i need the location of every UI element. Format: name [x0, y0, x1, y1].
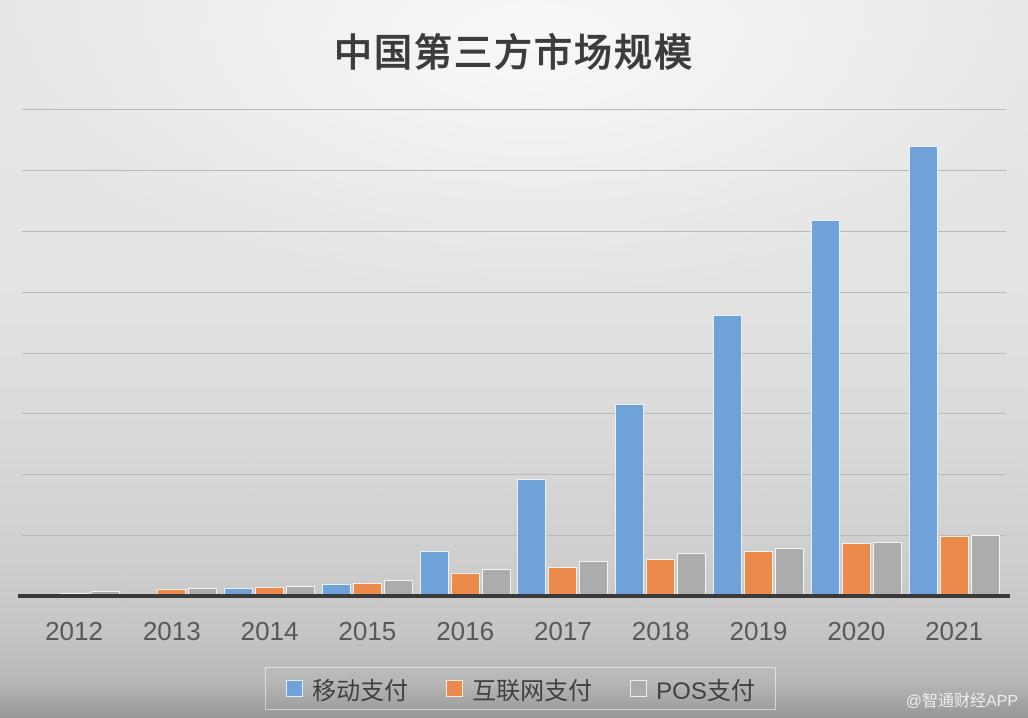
x-axis-line — [18, 594, 1010, 598]
legend-label-mobile: 移动支付 — [312, 678, 409, 705]
gridline — [22, 474, 1006, 476]
legend-item-mobile: 移动支付 — [286, 671, 408, 706]
x-axis-label-2016: 2016 — [436, 616, 495, 646]
gridline — [22, 291, 1006, 293]
bar-POS支付-2015 — [383, 580, 413, 596]
bar-移动支付-2019 — [712, 315, 742, 596]
x-axis-label-2012: 2012 — [45, 616, 103, 646]
gridline — [22, 230, 1006, 232]
bar-POS支付-2012 — [90, 590, 120, 596]
bar-移动支付-2021 — [908, 146, 938, 596]
bar-POS支付-2016 — [481, 569, 511, 596]
bar-POS支付-2021 — [970, 535, 1000, 596]
bar-POS支付-2020 — [872, 541, 902, 596]
x-axis-label-2013: 2013 — [142, 616, 201, 646]
bar-POS支付-2017 — [579, 561, 609, 596]
legend-label-internet: 互联网支付 — [472, 678, 593, 705]
bar-移动支付-2015 — [321, 583, 351, 596]
bar-互联网支付-2015 — [352, 583, 382, 596]
x-axis-label-2020: 2020 — [827, 616, 886, 646]
bar-移动支付-2016 — [419, 550, 449, 596]
bar-互联网支付-2014 — [255, 587, 285, 596]
gridline — [22, 413, 1006, 415]
bar-互联网支付-2017 — [548, 566, 578, 596]
bar-POS支付-2013 — [188, 588, 218, 596]
x-axis-label-2015: 2015 — [338, 616, 397, 646]
chart-title: 中国第三方市场规模 — [333, 33, 694, 75]
x-axis-labels: 2012 2013 2014 2015 2016 2017 2018 2019 2020 2021 — [22, 616, 1006, 652]
bar-移动支付-2018 — [615, 404, 645, 596]
bar-移动支付-2014 — [224, 588, 254, 596]
bar-移动支付-2020 — [810, 219, 840, 596]
bar-互联网支付-2020 — [841, 543, 871, 596]
bar-POS支付-2014 — [286, 585, 316, 596]
legend-item-pos: POS支付 — [630, 671, 755, 706]
bar-POS支付-2018 — [677, 553, 707, 596]
watermark: @智通财经APP — [905, 693, 1018, 710]
bar-移动支付-2017 — [517, 478, 547, 596]
bar-POS支付-2019 — [774, 547, 804, 596]
bar-互联网支付-2016 — [450, 573, 480, 596]
bar-互联网支付-2013 — [157, 589, 187, 596]
x-axis-label-2018: 2018 — [631, 616, 690, 646]
plot-area — [22, 109, 1006, 596]
legend-label-pos: POS支付 — [656, 678, 755, 705]
legend-swatch-internet-icon — [446, 680, 464, 697]
gridline — [22, 109, 1006, 110]
legend-swatch-pos-icon — [630, 680, 648, 697]
x-axis-label-2019: 2019 — [729, 616, 788, 646]
legend-swatch-mobile-icon — [286, 680, 304, 697]
bar-互联网支付-2018 — [646, 558, 676, 596]
gridline — [22, 352, 1006, 354]
x-axis-label-2014: 2014 — [240, 616, 299, 646]
legend-item-internet: 互联网支付 — [446, 671, 592, 706]
gridline — [22, 169, 1006, 171]
bar-互联网支付-2021 — [939, 536, 969, 596]
x-axis-label-2021: 2021 — [925, 616, 983, 646]
x-axis-label-2017: 2017 — [533, 616, 592, 646]
bar-互联网支付-2019 — [743, 550, 773, 596]
legend: 移动支付 互联网支付 POS支付 — [265, 667, 776, 710]
gridline — [22, 535, 1006, 537]
